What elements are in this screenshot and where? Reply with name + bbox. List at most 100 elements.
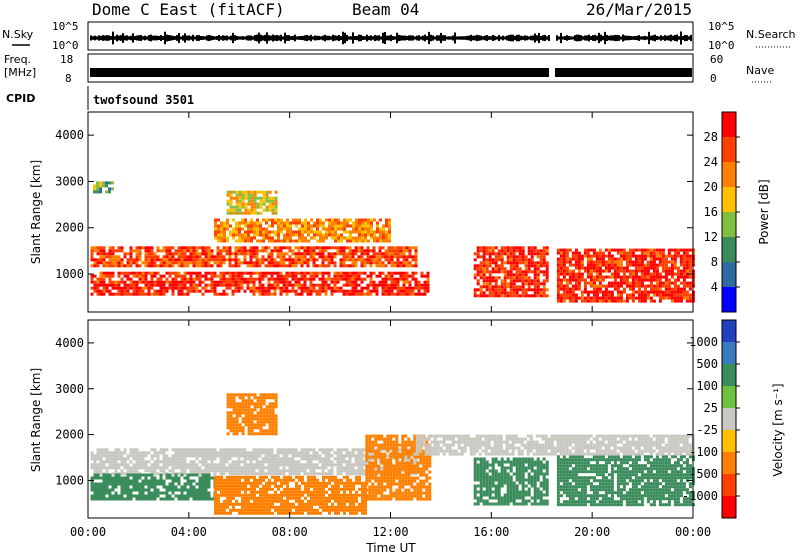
velocity-cell	[342, 454, 346, 458]
power-cell	[273, 286, 277, 290]
power-cell	[177, 280, 181, 284]
velocity-cell	[144, 479, 148, 483]
power-cell	[500, 279, 504, 283]
velocity-cell	[117, 494, 121, 498]
velocity-cell	[374, 461, 378, 465]
velocity-cell	[177, 488, 181, 492]
power-cell	[144, 280, 148, 284]
velocity-cell	[321, 472, 325, 476]
power-cell	[348, 246, 352, 250]
velocity-cell	[301, 502, 304, 506]
power-cell	[273, 277, 277, 281]
velocity-cell	[383, 461, 387, 465]
velocity-cell	[334, 511, 337, 515]
power-cell	[351, 258, 355, 262]
velocity-cell	[422, 470, 426, 474]
power-cell	[545, 264, 549, 268]
power-cell	[580, 299, 584, 303]
power-cell	[568, 260, 572, 264]
velocity-cell	[380, 491, 384, 495]
velocity-cell	[343, 475, 346, 479]
power-cell	[348, 249, 352, 253]
velocity-cell	[99, 494, 103, 498]
power-cell	[201, 264, 205, 268]
power-cell	[198, 271, 202, 275]
power-cell	[90, 274, 94, 278]
power-cell	[595, 257, 599, 261]
velocity-cell	[183, 482, 187, 486]
velocity-cell	[102, 463, 106, 467]
power-cell	[542, 291, 546, 295]
velocity-cell	[129, 473, 133, 477]
velocity-cell	[120, 479, 124, 483]
power-cell	[562, 287, 566, 291]
power-cell	[223, 221, 226, 225]
velocity-cell	[153, 497, 157, 501]
power-cell	[294, 261, 298, 265]
power-cell	[256, 205, 260, 209]
velocity-cell	[129, 469, 133, 473]
velocity-cell	[225, 454, 229, 458]
power-cell	[225, 292, 229, 296]
power-cell	[244, 193, 248, 197]
velocity-cell	[102, 448, 106, 452]
velocity-cell	[349, 505, 352, 509]
velocity-cell	[348, 460, 352, 464]
velocity-cell	[368, 455, 372, 459]
power-cell	[243, 255, 247, 259]
velocity-cell	[392, 449, 396, 453]
velocity-cell	[249, 457, 253, 461]
power-cell	[559, 263, 563, 267]
power-cell	[565, 281, 569, 285]
power-cell	[345, 280, 349, 284]
power-cell	[536, 261, 540, 265]
power-cell	[685, 281, 689, 285]
velocity-cell	[241, 499, 244, 503]
velocity-cell	[377, 491, 381, 495]
power-cell	[355, 221, 358, 225]
power-cell	[598, 290, 602, 294]
power-cell	[201, 249, 205, 253]
power-cell	[96, 252, 100, 256]
power-cell	[339, 274, 343, 278]
power-cell	[652, 251, 656, 255]
power-cell	[288, 271, 292, 275]
power-cell	[373, 233, 376, 237]
velocity-cell	[244, 481, 247, 485]
power-cell	[348, 255, 352, 259]
velocity-cell	[93, 497, 97, 501]
power-cell	[664, 284, 668, 288]
velocity-cell	[186, 491, 190, 495]
velocity-cell	[374, 473, 378, 477]
velocity-cell	[425, 473, 429, 477]
power-cell	[243, 277, 247, 281]
velocity-cell	[277, 493, 280, 497]
power-cell	[673, 278, 677, 282]
power-cell	[330, 292, 334, 296]
velocity-cell	[246, 454, 250, 458]
power-cell	[688, 296, 692, 300]
power-cell	[234, 271, 238, 275]
power-cell	[216, 292, 220, 296]
velocity-cell	[216, 469, 220, 473]
velocity-cell	[102, 494, 106, 498]
velocity-cell	[265, 481, 268, 485]
power-cell	[360, 252, 364, 256]
power-cell	[259, 227, 262, 231]
velocity-cell	[226, 475, 229, 479]
power-cell	[628, 272, 632, 276]
velocity-cell	[198, 494, 202, 498]
power-cell	[355, 230, 358, 234]
power-cell	[259, 239, 262, 243]
velocity-cell	[129, 491, 133, 495]
velocity-cell	[286, 490, 289, 494]
power-cell	[530, 270, 534, 274]
power-cell	[237, 246, 241, 250]
velocity-cell	[401, 461, 405, 465]
velocity-cell	[357, 460, 361, 464]
velocity-cell	[192, 488, 196, 492]
power-cell	[300, 252, 304, 256]
power-cell	[253, 208, 257, 212]
velocity-cell	[138, 460, 142, 464]
power-cell	[240, 261, 244, 265]
